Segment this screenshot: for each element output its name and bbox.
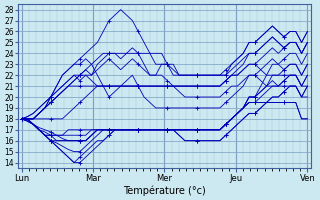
- X-axis label: Température (°c): Température (°c): [123, 185, 206, 196]
